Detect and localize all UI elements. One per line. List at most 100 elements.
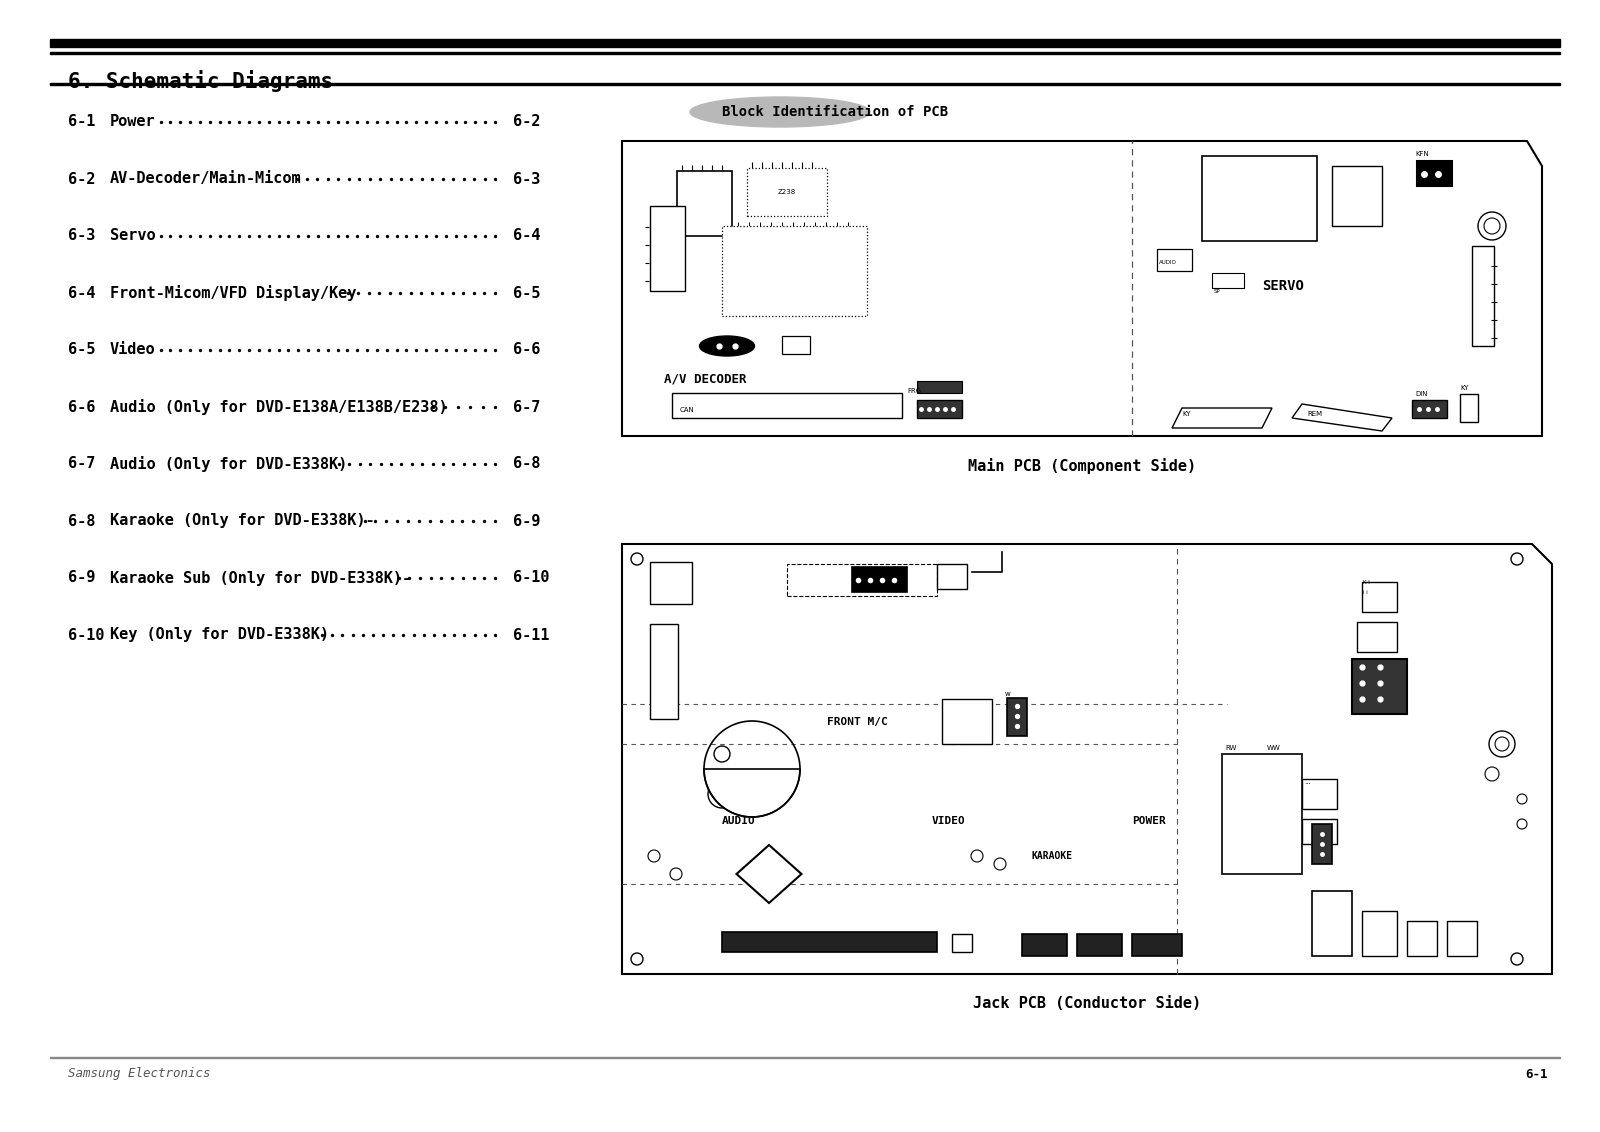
Text: Z238: Z238	[778, 189, 797, 195]
Text: AUDIO: AUDIO	[1158, 260, 1178, 265]
Bar	[1006, 698, 1027, 736]
Bar	[1413, 400, 1446, 418]
Bar	[677, 171, 733, 235]
Bar	[1302, 818, 1338, 844]
Bar	[650, 206, 685, 291]
Text: SP: SP	[1214, 289, 1221, 294]
Text: Karaoke Sub (Only for DVD-E338K)-: Karaoke Sub (Only for DVD-E338K)-	[110, 571, 411, 585]
Bar	[1213, 273, 1245, 288]
Text: Front-Micom/VFD Display/Key: Front-Micom/VFD Display/Key	[110, 285, 357, 301]
Bar	[1446, 921, 1477, 957]
Circle shape	[1478, 212, 1506, 240]
Text: KY: KY	[1182, 411, 1190, 417]
Bar	[50, 52, 1560, 54]
Bar	[1406, 921, 1437, 957]
Text: AV-Decoder/Main-Micom: AV-Decoder/Main-Micom	[110, 172, 302, 187]
Bar	[1222, 754, 1302, 874]
Bar	[650, 624, 678, 719]
Text: FRONT M/C: FRONT M/C	[827, 717, 888, 727]
Polygon shape	[622, 142, 1542, 436]
Text: 6-2: 6-2	[514, 114, 541, 129]
Text: Video: Video	[110, 343, 155, 358]
Bar	[917, 381, 962, 393]
Polygon shape	[1171, 408, 1272, 428]
Bar	[1312, 824, 1331, 864]
Bar	[1133, 934, 1182, 957]
Text: WW: WW	[1267, 745, 1280, 751]
Bar	[942, 698, 992, 744]
Bar	[952, 934, 973, 952]
Text: 6-5: 6-5	[514, 285, 541, 300]
Text: Jack PCB (Conductor Side): Jack PCB (Conductor Side)	[973, 996, 1202, 1011]
Circle shape	[994, 858, 1006, 871]
Circle shape	[714, 746, 730, 762]
Text: K I: K I	[1363, 580, 1370, 585]
Text: 6-3: 6-3	[67, 229, 96, 243]
Bar	[1077, 934, 1122, 957]
Bar	[650, 561, 691, 604]
Bar	[1472, 246, 1494, 346]
Text: Karaoke (Only for DVD-E338K)-: Karaoke (Only for DVD-E338K)-	[110, 514, 374, 529]
Text: RW: RW	[1226, 745, 1237, 751]
Bar	[1352, 659, 1406, 714]
Bar	[1362, 582, 1397, 612]
Text: VIDEO: VIDEO	[931, 816, 966, 826]
Ellipse shape	[699, 336, 755, 355]
Text: 6. Schematic Diagrams: 6. Schematic Diagrams	[67, 70, 333, 92]
Text: KARAOKE: KARAOKE	[1032, 851, 1074, 861]
Text: Key (Only for DVD-E338K): Key (Only for DVD-E338K)	[110, 627, 330, 643]
Bar	[1202, 156, 1317, 241]
Text: 6-5: 6-5	[67, 343, 96, 358]
Polygon shape	[736, 844, 802, 903]
Circle shape	[971, 850, 982, 861]
Text: 6-3: 6-3	[514, 172, 541, 187]
Circle shape	[1485, 767, 1499, 781]
Bar	[1362, 911, 1397, 957]
Circle shape	[707, 780, 736, 808]
Circle shape	[1485, 218, 1501, 234]
Bar	[50, 83, 1560, 85]
Text: 6-1: 6-1	[67, 114, 96, 129]
Text: 6-10: 6-10	[514, 571, 549, 585]
Text: Power: Power	[110, 114, 155, 129]
Circle shape	[1490, 731, 1515, 757]
Circle shape	[630, 953, 643, 964]
Text: 6-1: 6-1	[1525, 1067, 1549, 1081]
Text: Samsung Electronics: Samsung Electronics	[67, 1067, 211, 1081]
Text: POWER: POWER	[1133, 816, 1166, 826]
Text: 6-9: 6-9	[67, 571, 96, 585]
Text: 6-9: 6-9	[514, 514, 541, 529]
Text: A/V DECODER: A/V DECODER	[664, 372, 747, 386]
Bar	[1302, 779, 1338, 809]
Text: 6-10: 6-10	[67, 627, 104, 643]
Text: Block Identification of PCB: Block Identification of PCB	[722, 105, 949, 119]
Circle shape	[630, 554, 643, 565]
Bar	[1157, 249, 1192, 271]
Text: 6-8: 6-8	[67, 514, 96, 529]
Bar	[1331, 166, 1382, 226]
Polygon shape	[704, 769, 800, 817]
Circle shape	[648, 850, 661, 861]
Text: 6-8: 6-8	[514, 456, 541, 472]
Text: 6-4: 6-4	[514, 229, 541, 243]
Circle shape	[1494, 737, 1509, 751]
Bar	[782, 336, 810, 354]
Bar	[1418, 161, 1453, 186]
Text: 6-6: 6-6	[514, 343, 541, 358]
Bar	[747, 168, 827, 216]
Bar	[851, 567, 907, 592]
Bar	[787, 564, 938, 597]
Text: 6-11: 6-11	[514, 627, 549, 643]
Text: REM: REM	[1307, 411, 1322, 417]
Polygon shape	[1293, 404, 1392, 431]
Bar	[1022, 934, 1067, 957]
Text: CAN: CAN	[680, 408, 694, 413]
Text: KFN: KFN	[1414, 151, 1429, 157]
Text: Main PCB (Component Side): Main PCB (Component Side)	[968, 458, 1197, 474]
Text: SERVO: SERVO	[1262, 278, 1304, 293]
Polygon shape	[622, 544, 1552, 974]
Bar	[722, 932, 938, 952]
Bar	[50, 38, 1560, 48]
Text: ...: ...	[1304, 779, 1310, 784]
Bar	[1357, 621, 1397, 652]
